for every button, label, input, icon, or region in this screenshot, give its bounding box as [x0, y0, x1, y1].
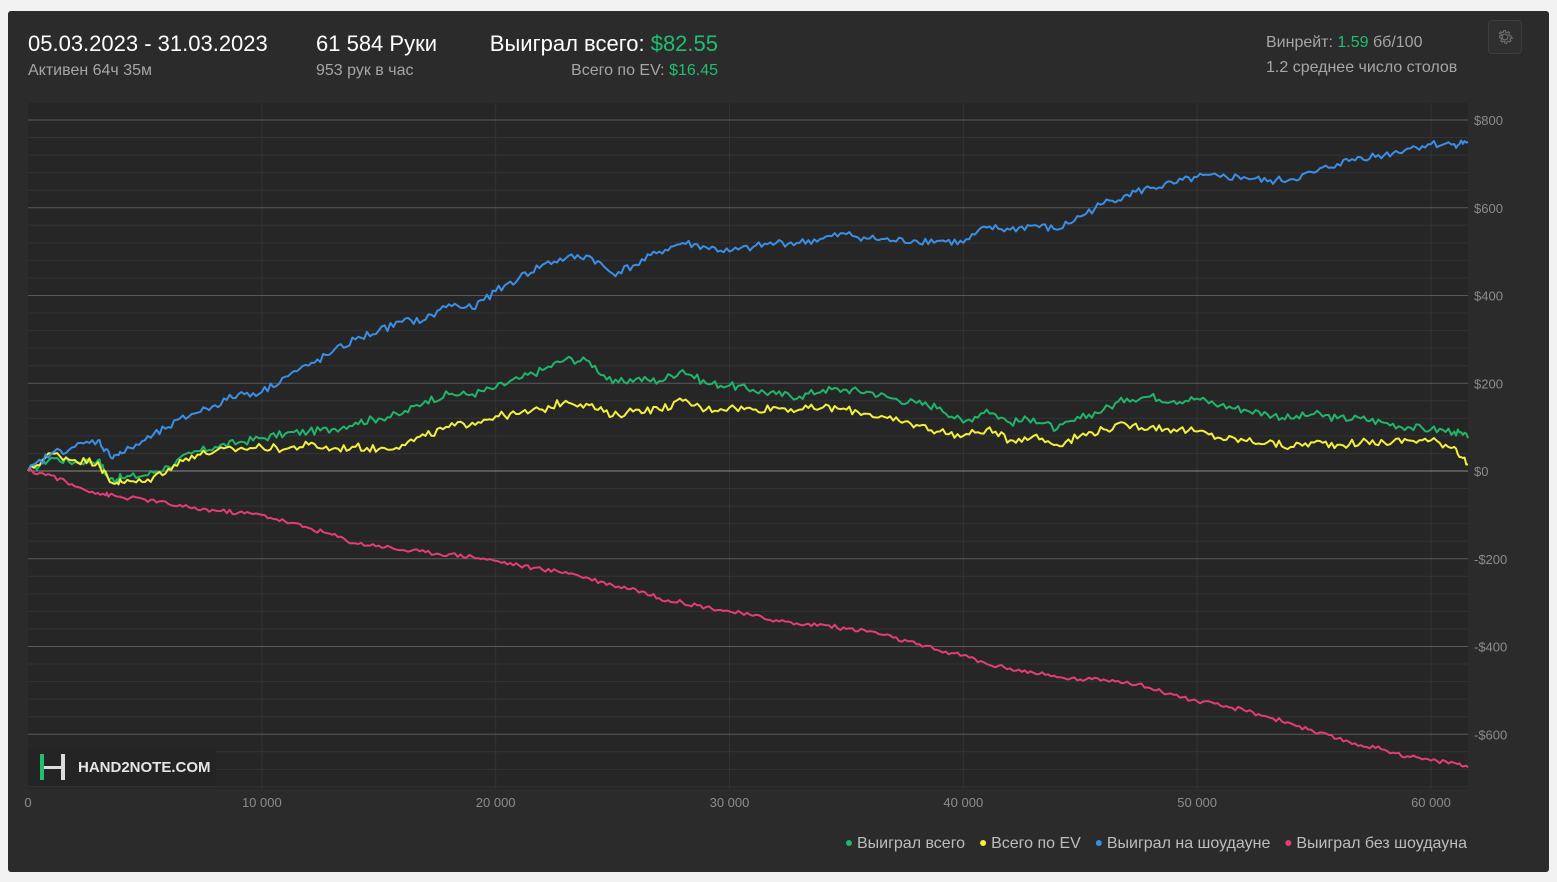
watermark-text: HAND2NOTE.COM	[78, 759, 211, 776]
legend-dot	[980, 840, 987, 846]
y-tick-label: $200	[1474, 376, 1503, 391]
minor-grid	[28, 103, 1468, 789]
ev-total-label: Всего по EV:	[571, 62, 670, 79]
x-tick-label: 0	[24, 795, 31, 810]
x-tick-label: 40 000	[943, 795, 983, 810]
major-grid	[28, 119, 1468, 735]
legend-dot	[845, 840, 852, 846]
legend-dot	[1095, 840, 1102, 846]
ev-total: Всего по EV: $16.45	[571, 62, 718, 80]
legend: Выиграл без шоудауна Выиграл на шоудауне В…	[845, 835, 1467, 852]
x-tick-label: 60 000	[1411, 795, 1451, 810]
plot-area	[28, 103, 1468, 789]
y-tick-label: $600	[1474, 201, 1503, 216]
winrate-unit: бб/100	[1368, 34, 1423, 51]
legend-label: Выиграл на шоудауне	[1107, 835, 1271, 852]
series-line	[27, 355, 1469, 484]
hands-count: 61 584 Руки	[316, 31, 437, 56]
avg-tables: 1.2 среднее число столов	[1266, 59, 1458, 76]
x-tick-label: 50 000	[1177, 795, 1217, 810]
ev-total-value: $16.45	[669, 62, 718, 79]
hands-per-hour: 953 рук в час	[316, 62, 414, 79]
y-tick-label: $0	[1474, 464, 1488, 479]
active-time: Активен 64ч 35м	[28, 62, 152, 79]
series-line	[27, 397, 1469, 486]
settings-button[interactable]	[1488, 20, 1522, 54]
legend-dot	[1285, 840, 1292, 846]
series-line	[27, 139, 1469, 472]
winrate: Винрейт: 1.59 бб/100	[1266, 34, 1422, 52]
legend-label: Выиграл без шоудауна	[1296, 835, 1467, 852]
y-tick-label: -$400	[1474, 640, 1507, 655]
h-logo-icon	[40, 754, 65, 780]
legend-label: Всего по EV	[991, 835, 1081, 852]
won-total-value: $82.55	[650, 31, 718, 56]
x-tick-label: 30 000	[710, 795, 750, 810]
y-tick-label: $800	[1474, 113, 1503, 128]
winrate-label: Винрейт:	[1266, 34, 1338, 51]
winrate-value: 1.59	[1337, 34, 1369, 51]
x-tick-label: 10 000	[242, 795, 282, 810]
won-total-label: Выиграл всего:	[489, 31, 651, 56]
legend-label: Выиграл всего	[857, 835, 965, 852]
watermark-logo: HAND2NOTE.COM	[28, 748, 216, 786]
series-line	[27, 468, 1469, 768]
y-axis-ticks: $800 $600 $400 $200 $0 -$200 -$400 -$600	[1474, 113, 1507, 742]
gear-icon	[1498, 30, 1514, 44]
series-lines	[27, 139, 1469, 768]
y-tick-label: -$200	[1474, 552, 1507, 567]
y-tick-label: $400	[1474, 289, 1503, 304]
won-total: Выиграл всего: $82.55	[490, 31, 718, 57]
y-tick-label: -$600	[1474, 727, 1507, 742]
x-tick-label: 20 000	[476, 795, 516, 810]
x-axis-ticks: 0 10 000 20 000 30 000 40 000 50 000 60 000	[24, 795, 1450, 810]
date-range: 05.03.2023 - 31.03.2023	[28, 31, 268, 56]
